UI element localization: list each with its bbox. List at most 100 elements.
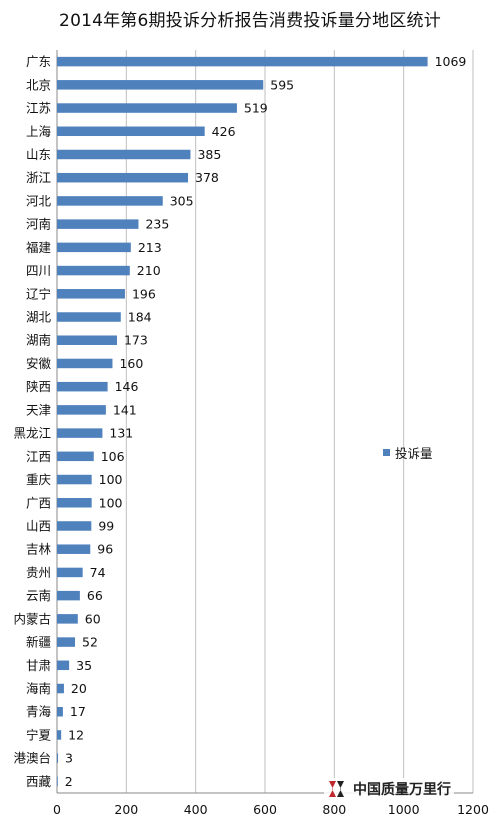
bar	[57, 103, 237, 113]
bar	[57, 544, 91, 554]
value-label: 20	[71, 681, 87, 696]
category-label: 湖南	[26, 333, 51, 348]
watermark-text: 中国质量万里行	[353, 782, 451, 798]
bar	[57, 451, 94, 462]
chart-title: 2014年第6期投诉分析报告消费投诉量分地区统计	[59, 11, 441, 31]
value-label: 160	[119, 356, 143, 371]
category-label: 辽宁	[26, 286, 51, 301]
category-label: 山东	[26, 147, 51, 162]
bar	[57, 567, 83, 578]
bar	[57, 405, 106, 415]
legend-label: 投诉量	[395, 446, 433, 461]
bar	[57, 289, 125, 299]
legend-swatch	[383, 449, 390, 456]
value-label: 66	[87, 588, 103, 603]
category-label: 海南	[26, 681, 51, 696]
bar	[57, 498, 92, 508]
bar	[57, 683, 64, 694]
x-tick-label: 600	[253, 802, 277, 817]
value-label: 595	[270, 77, 294, 92]
category-label: 福建	[26, 240, 52, 255]
x-tick-label: 400	[184, 802, 208, 817]
bar	[57, 335, 117, 345]
value-label: 35	[76, 658, 92, 673]
bars	[57, 56, 428, 787]
value-label: 60	[85, 611, 101, 626]
bar	[57, 358, 113, 369]
value-label: 100	[99, 495, 123, 510]
bar	[57, 660, 70, 671]
watermark-logo: 中国质量万里行	[324, 778, 454, 800]
category-label: 陕西	[26, 379, 51, 394]
category-label: 内蒙古	[13, 611, 51, 626]
value-label: 100	[99, 472, 123, 487]
category-label: 北京	[26, 77, 51, 92]
bar	[57, 590, 80, 601]
value-label: 210	[137, 263, 161, 278]
value-label: 173	[124, 333, 148, 348]
logo-icon	[329, 781, 344, 797]
category-label: 甘肃	[26, 658, 51, 673]
value-label: 2	[65, 774, 73, 789]
category-label: 广西	[26, 495, 51, 510]
x-tick-label: 1200	[457, 802, 489, 817]
x-tick-label: 800	[322, 802, 346, 817]
bar	[57, 614, 78, 624]
x-tick-label: 0	[53, 802, 61, 817]
category-label: 江苏	[26, 101, 51, 116]
value-label: 146	[115, 379, 139, 394]
category-label: 西藏	[26, 774, 52, 789]
category-label: 青海	[26, 704, 52, 719]
labels: 0 200 400 600 800 1000 1200 广东 1069 北京 595 江苏 519 上海 4…	[13, 54, 488, 817]
category-label: 黑龙江	[13, 426, 51, 441]
gridlines	[56, 50, 474, 794]
category-label: 贵州	[26, 565, 51, 580]
category-label: 天津	[26, 402, 51, 417]
bar	[57, 196, 163, 206]
value-label: 1069	[435, 54, 467, 69]
legend: 投诉量	[383, 443, 433, 462]
category-label: 宁夏	[26, 727, 52, 742]
category-label: 吉林	[26, 542, 52, 557]
bar	[57, 474, 92, 485]
category-label: 重庆	[26, 472, 52, 487]
value-label: 3	[65, 751, 73, 766]
bar	[57, 637, 76, 647]
bar	[57, 56, 428, 67]
bar	[57, 730, 62, 740]
bar	[57, 219, 139, 229]
value-label: 131	[109, 426, 133, 441]
value-label: 196	[132, 286, 156, 301]
value-label: 106	[101, 449, 125, 464]
value-label: 519	[244, 101, 268, 116]
value-label: 235	[145, 217, 169, 232]
category-label: 河南	[26, 217, 51, 232]
value-label: 184	[128, 310, 152, 325]
value-label: 426	[212, 124, 236, 139]
bar	[57, 776, 58, 787]
bar	[57, 428, 103, 438]
value-label: 305	[170, 193, 194, 208]
category-label: 云南	[26, 588, 51, 603]
bar	[57, 80, 264, 90]
bar	[57, 521, 92, 531]
value-label: 141	[113, 402, 137, 417]
value-label: 385	[197, 147, 221, 162]
category-label: 广东	[26, 54, 51, 69]
value-label: 213	[138, 240, 162, 255]
bar	[57, 706, 63, 717]
bar	[57, 172, 189, 183]
value-label: 378	[195, 170, 219, 185]
bar	[57, 126, 205, 137]
category-label: 浙江	[26, 170, 51, 185]
category-label: 江西	[26, 449, 51, 464]
bar	[57, 242, 131, 253]
x-tick-label: 200	[114, 802, 138, 817]
bar	[57, 753, 59, 763]
category-label: 港澳台	[13, 751, 51, 766]
value-label: 12	[68, 727, 84, 742]
bar	[57, 149, 191, 160]
category-label: 上海	[26, 124, 52, 139]
x-tick-label: 1000	[388, 802, 420, 817]
